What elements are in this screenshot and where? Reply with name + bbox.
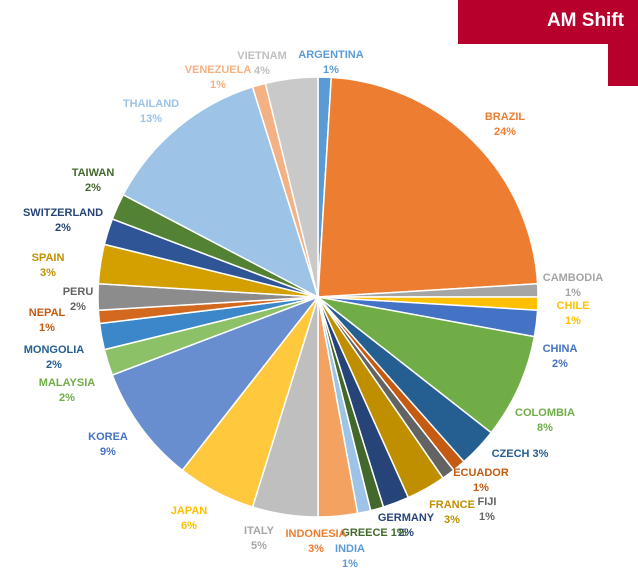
slice-label-fiji: FIJI 1% [478,496,497,523]
slice-label-france: FRANCE 3% [429,499,475,526]
slice-name-argentina: ARGENTINA [298,49,363,61]
slice-value-nepal: 1% [39,322,55,334]
banner-tab [608,44,638,86]
slice-label-thailand: THAILAND 13% [123,98,179,125]
slice-value-thailand: 13% [140,113,162,125]
slice-name-indonesia: INDONESIA [285,528,346,540]
slice-value-japan: 6% [181,520,197,532]
slice-value-brazil: 24% [494,126,516,138]
slice-value-czech: 3% [532,448,548,460]
slice-name-france: FRANCE [429,499,475,511]
slice-value-taiwan: 2% [85,182,101,194]
slice-label-greece: GREECE 1% [341,527,407,539]
slice-name-chile: CHILE [557,300,590,312]
slice-label-india: INDIA 1% [335,543,365,570]
slice-value-korea: 9% [100,446,116,458]
slice-label-taiwan: TAIWAN 2% [72,167,115,194]
slice-label-switzerland: SWITZERLAND 2% [23,207,103,234]
slice-value-france: 3% [444,514,460,526]
slice-value-switzerland: 2% [55,222,71,234]
slice-name-korea: KOREA [88,431,128,443]
slice-value-vietnam: 4% [254,65,270,77]
slice-label-nepal: NEPAL 1% [29,307,66,334]
slice-label-malaysia: MALAYSIA 2% [39,377,95,404]
slice-name-taiwan: TAIWAN [72,167,115,179]
slice-label-italy: ITALY 5% [244,525,275,552]
slice-label-china: CHINA 2% [543,343,578,370]
slice-name-ecuador: ECUADOR [453,467,509,479]
slice-value-indonesia: 3% [308,543,324,555]
slice-label-indonesia: INDONESIA 3% [285,528,346,555]
slice-value-peru: 2% [70,301,86,313]
slice-label-peru: PERU 2% [63,286,94,313]
slice-label-korea: KOREA 9% [88,431,128,458]
slice-name-venezuela: VENEZUELA [185,64,252,76]
slice-value-italy: 5% [251,540,267,552]
slice-name-nepal: NEPAL [29,307,66,319]
slice-label-cambodia: CAMBODIA 1% [543,272,604,299]
slice-label-venezuela: VENEZUELA 1% [185,64,252,91]
slice-name-switzerland: SWITZERLAND [23,207,103,219]
pie-slice-korea [111,295,321,472]
slice-value-germany: 2% [398,527,414,539]
slice-value-cambodia: 1% [565,287,581,299]
slice-name-malaysia: MALAYSIA [39,377,95,389]
banner-title: AM Shift [546,10,624,31]
slice-name-peru: PERU [63,286,94,298]
slice-label-germany: GERMANY 2% [378,512,435,539]
slice-value-chile: 1% [565,315,581,327]
slice-name-india: INDIA [335,543,365,555]
slice-label-ecuador: ECUADOR 1% [453,467,509,494]
slice-value-ecuador: 1% [473,482,489,494]
slice-label-brazil: BRAZIL 24% [485,111,526,138]
slice-value-colombia: 8% [537,422,553,434]
slice-value-spain: 3% [40,267,56,279]
pie-labels: ARGENTINA 1%BRAZIL 24%CAMBODIA 1%CHILE 1%CHI… [23,49,603,570]
slice-name-japan: JAPAN [171,505,208,517]
slice-label-spain: SPAIN 3% [32,252,65,279]
slice-name-czech: CZECH [492,448,530,460]
shift-banner: AM Shift [458,0,638,44]
pie-slice-brazil [317,76,539,298]
slice-name-thailand: THAILAND [123,98,179,110]
pie-slice-thailand [122,86,320,299]
slice-name-brazil: BRAZIL [485,111,526,123]
slice-name-greece: GREECE [341,527,387,539]
slice-name-italy: ITALY [244,525,275,537]
slice-value-argentina: 1% [323,64,339,76]
slice-name-colombia: COLOMBIA [515,407,575,419]
slice-label-argentina: ARGENTINA 1% [298,49,363,76]
slice-label-mongolia: MONGOLIA 2% [24,344,85,371]
pie-slice-colombia [317,296,536,434]
pie-slices [97,76,539,518]
slice-value-fiji: 1% [479,511,495,523]
slice-label-japan: JAPAN 6% [171,505,208,532]
slice-name-vietnam: VIETNAM [237,50,287,62]
slice-name-cambodia: CAMBODIA [543,272,604,284]
slice-value-china: 2% [552,358,568,370]
slice-label-colombia: COLOMBIA 8% [515,407,575,434]
pie-slice-vietnam [264,76,319,298]
slice-value-india: 1% [342,558,358,570]
slice-value-greece: 1% [391,527,407,539]
slice-value-mongolia: 2% [46,359,62,371]
slice-name-fiji: FIJI [478,496,497,508]
slice-label-chile: CHILE 1% [557,300,590,327]
slice-name-mongolia: MONGOLIA [24,344,85,356]
slice-name-china: CHINA [543,343,578,355]
slice-label-vietnam: VIETNAM 4% [237,50,287,77]
slice-name-spain: SPAIN [32,252,65,264]
slice-value-venezuela: 1% [210,79,226,91]
slice-name-germany: GERMANY [378,512,435,524]
slice-value-malaysia: 2% [59,392,75,404]
slice-label-czech: CZECH 3% [492,448,549,460]
